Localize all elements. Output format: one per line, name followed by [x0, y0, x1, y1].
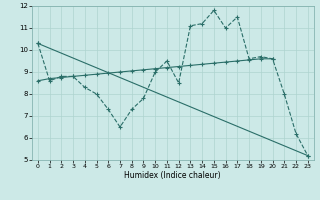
X-axis label: Humidex (Indice chaleur): Humidex (Indice chaleur): [124, 171, 221, 180]
